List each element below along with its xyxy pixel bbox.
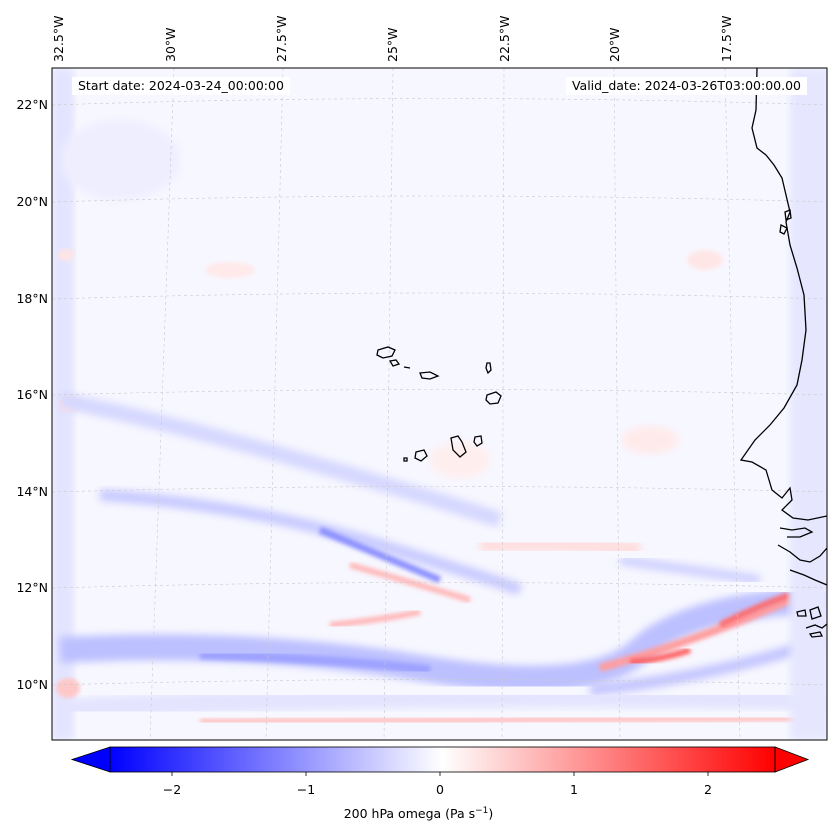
colorbar-tick-label: 2	[704, 782, 712, 797]
omega-field	[52, 68, 827, 740]
lat-label-18n: 18°N	[16, 291, 48, 306]
colorbar-title: 200 hPa omega (Pa s−1)	[343, 806, 494, 822]
start-date-label: Start date: 2024-03-24_00:00:00	[72, 77, 290, 95]
lon-label-27-5w: 27.5°W	[274, 15, 289, 62]
graticule	[52, 68, 827, 740]
lat-label-20n: 20°N	[16, 194, 48, 209]
valid-date-label: Valid_date: 2024-03-26T03:00:00.00	[565, 77, 807, 95]
cape-verde-islands	[376, 346, 502, 462]
colorbar-tick-label: −1	[296, 782, 316, 797]
lat-label-14n: 14°N	[16, 484, 48, 499]
lat-label-22n: 22°N	[16, 97, 48, 112]
lon-label-25w: 25°W	[385, 27, 400, 62]
colorbar-tick-label: −2	[162, 782, 182, 797]
lat-label-10n: 10°N	[16, 677, 48, 692]
lon-label-22-5w: 22.5°W	[497, 15, 512, 62]
lon-label-30w: 30°W	[163, 27, 178, 62]
colorbar-tick-label: 0	[436, 782, 444, 797]
lon-label-17-5w: 17.5°W	[719, 15, 734, 62]
lat-label-16n: 16°N	[16, 387, 48, 402]
colorbar-gradient	[110, 747, 775, 772]
colorbar-max-extend	[774, 746, 810, 773]
west-africa-coastline	[739, 68, 827, 638]
lat-label-12n: 12°N	[16, 580, 48, 595]
lon-label-20w: 20°W	[607, 27, 622, 62]
colorbar-tick-label: 1	[570, 782, 578, 797]
map-frame	[51, 67, 828, 741]
lon-label-32-5w: 32.5°W	[51, 15, 66, 62]
colorbar-min-extend	[70, 746, 111, 773]
colorbar	[70, 746, 810, 776]
